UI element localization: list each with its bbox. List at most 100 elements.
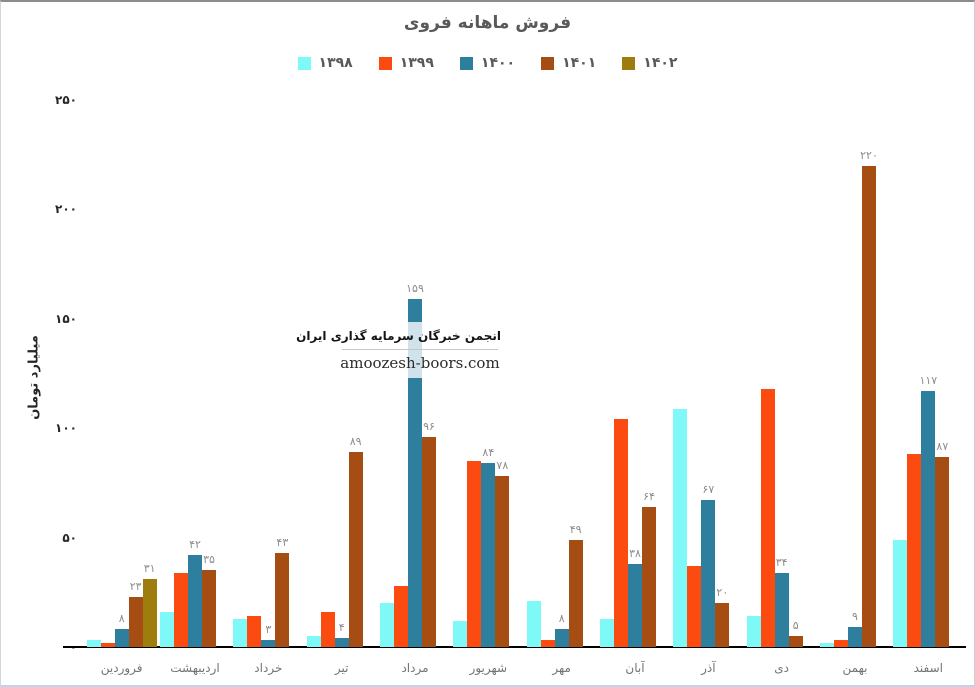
y-axis-tick-label: ۲۵۰ [55, 93, 77, 107]
bar-value-label: ۴۹ [569, 523, 582, 536]
chart-title: فروش ماهانه فروی [403, 13, 572, 33]
watermark-text: انجمن خبرگان سرمایه گذاری ایران [296, 329, 501, 343]
bar-۱۳۹۸-مهر [526, 601, 541, 647]
bar-۱۴۰۱-خرداد [275, 553, 290, 647]
bar-۱۳۹۹-مهر [540, 640, 555, 647]
bar-۱۳۹۸-شهریور [453, 621, 468, 647]
bar-۱۴۰۱-آذر [715, 603, 730, 647]
y-axis-tick-label: ۵۰ [62, 530, 77, 545]
y-axis-tick-label: ۲۰۰ [55, 202, 77, 217]
bar-۱۳۹۹-آذر [687, 566, 702, 647]
bar-value-label: ۲۰ [716, 586, 729, 599]
bar-۱۴۰۰-آبان [628, 564, 642, 647]
bar-۱۴۰۱-تیر [348, 452, 363, 647]
bar-۱۴۰۰-خرداد [261, 640, 276, 647]
bar-value-label: ۳۱ [143, 562, 156, 575]
bar-۱۴۰۰-دی [774, 573, 789, 647]
bar-۱۴۰۱-مرداد [422, 437, 436, 647]
bar-۱۴۰۰-مهر [554, 629, 569, 647]
bar-value-label: ۹۶ [423, 420, 435, 433]
bar-۱۴۰۱-شهریور [495, 476, 510, 647]
bar-۱۴۰۰-فروردین [114, 629, 129, 647]
legend-item-1: ۱۳۹۸ [297, 55, 353, 71]
bar-۱۳۹۸-اردیبهشت [160, 612, 174, 647]
legend-label: ۱۳۹۹ [399, 55, 434, 71]
bar-۱۳۹۹-دی [760, 389, 775, 647]
x-axis-category-label: اردیبهشت [170, 661, 220, 675]
x-axis-category-label: آذر [701, 661, 716, 675]
bar-۱۴۰۰-مرداد [408, 299, 422, 647]
bar-۱۳۹۸-مرداد [380, 603, 394, 647]
bar-value-label: ۴ [338, 621, 345, 634]
legend-label: ۱۳۹۸ [318, 55, 353, 71]
bar-value-label: ۶۷ [702, 483, 715, 496]
bar-value-label: ۸۴ [482, 446, 495, 459]
legend-item-4: ۱۴۰۱ [541, 55, 596, 71]
x-axis-category-label: دی [774, 661, 790, 675]
bar-۱۴۰۲-فروردین [142, 579, 157, 647]
watermark: انجمن خبرگان سرمایه گذاری ایران amoozesh… [296, 322, 505, 378]
bar-value-label: ۸۷ [936, 440, 949, 453]
bar-۱۴۰۱-بهمن [862, 166, 876, 647]
bar-۱۳۹۹-شهریور [467, 461, 482, 647]
bar-value-label: ۳۵ [203, 553, 215, 566]
legend-swatch-icon [459, 56, 473, 70]
bar-۱۴۰۱-دی [788, 636, 803, 647]
bar-۱۳۹۹-خرداد [247, 616, 262, 647]
bar-value-label: ۲۲۰ [860, 149, 878, 162]
bar-value-label: ۴۲ [189, 538, 201, 551]
bar-۱۳۹۹-مرداد [394, 586, 408, 647]
x-axis-category-label: خرداد [254, 661, 283, 675]
bar-۱۴۰۱-اسفند [935, 457, 950, 647]
x-axis-category-label: تیر [334, 661, 349, 675]
bar-۱۳۹۹-فروردین [100, 643, 115, 647]
legend: ۱۳۹۸ ۱۳۹۹ ۱۴۰۰ ۱۴۰۱ ۱۴۰۲ [1, 55, 974, 71]
bar-۱۳۹۸-دی [746, 616, 761, 647]
bar-۱۳۹۹-بهمن [834, 640, 848, 647]
x-axis-category-label: شهریور [469, 661, 508, 675]
bar-value-label: ۷۸ [496, 459, 509, 472]
bar-۱۴۰۱-آبان [642, 507, 656, 647]
bar-value-label: ۵ [792, 619, 799, 632]
bar-value-label: ۳۴ [775, 556, 788, 569]
bar-value-label: ۲۳ [129, 580, 142, 593]
x-axis-category-label: آبان [625, 661, 645, 675]
bar-۱۴۰۰-شهریور [481, 463, 496, 647]
bar-۱۴۰۰-بهمن [848, 627, 862, 647]
bar-value-label: ۸ [558, 612, 565, 625]
legend-item-2: ۱۳۹۹ [378, 55, 434, 71]
x-axis-category-label: فروردین [100, 661, 143, 675]
legend-label: ۱۴۰۱ [562, 55, 597, 71]
bar-value-label: ۹ [852, 610, 858, 623]
bar-۱۴۰۰-اسفند [921, 391, 936, 647]
bar-۱۳۹۹-اردیبهشت [174, 573, 188, 647]
bar-۱۴۰۱-اردیبهشت [202, 570, 216, 647]
bar-۱۴۰۰-آذر [701, 500, 716, 647]
bar-value-label: ۴۳ [276, 536, 289, 549]
bar-۱۳۹۸-اسفند [893, 540, 908, 647]
legend-swatch-icon [541, 56, 555, 70]
bar-value-label: ۳ [265, 623, 272, 636]
bar-۱۳۹۸-آبان [600, 619, 614, 647]
legend-swatch-icon [297, 56, 311, 70]
y-axis-tick-label: ۱۵۰ [55, 311, 77, 326]
bar-۱۴۰۱-مهر [568, 540, 583, 647]
legend-item-5: ۱۴۰۲ [622, 55, 677, 71]
bar-۱۴۰۱-فروردین [128, 597, 143, 647]
x-axis-line [63, 646, 966, 648]
bar-value-label: ۸ [118, 612, 125, 625]
bar-۱۳۹۸-آذر [673, 409, 688, 647]
bar-۱۳۹۹-تیر [320, 612, 335, 647]
legend-label: ۱۴۰۰ [480, 55, 516, 71]
bar-value-label: ۸۹ [349, 435, 362, 448]
bar-value-label: ۱۱۷ [919, 374, 938, 387]
legend-label: ۱۴۰۲ [643, 55, 678, 71]
legend-item-3: ۱۴۰۰ [459, 55, 516, 71]
bar-۱۴۰۰-تیر [334, 638, 349, 647]
bar-۱۳۹۸-تیر [306, 636, 321, 647]
x-axis-category-label: بهمن [842, 661, 868, 675]
bar-۱۴۰۰-اردیبهشت [188, 555, 202, 647]
window-bottom-edge [1, 685, 974, 687]
